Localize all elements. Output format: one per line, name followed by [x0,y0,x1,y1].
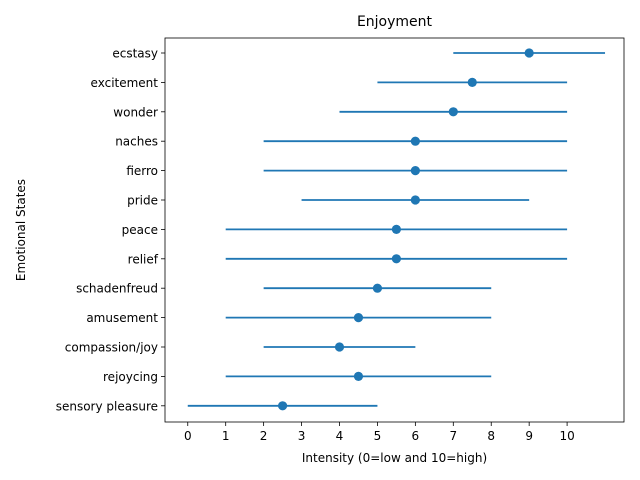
data-point-excitement [467,77,477,87]
y-tick-label: schadenfreud [76,282,158,296]
data-point-amusement [353,313,364,323]
y-axis-title: Emotional States [14,179,28,281]
chart-marks [187,48,606,411]
x-tick-label: 7 [449,429,457,443]
y-tick-label: excitement [91,76,159,90]
data-point-fierro [410,166,420,176]
y-tick-label: wonder [113,105,158,119]
x-tick-label: 3 [298,429,306,443]
chart-title: Enjoyment [357,14,433,30]
x-tick-label: 2 [260,429,268,443]
data-point-rejoycing [353,371,364,381]
x-tick-label: 6 [412,429,420,443]
x-tick-label: 4 [336,429,344,443]
data-point-schadenfreud [372,283,383,293]
data-point-wonder [448,107,458,117]
x-tick-label: 1 [222,429,230,443]
y-tick-label: amusement [86,311,158,325]
data-point-peace [391,224,401,234]
y-tick-label: relief [128,252,159,266]
y-tick-label: fierro [126,164,158,178]
y-tick-label: ecstasy [112,47,158,61]
y-tick-label: peace [122,223,158,237]
data-point-compassion-joy [334,342,345,352]
x-tick-label: 0 [184,429,192,443]
x-tick-label: 5 [374,429,382,443]
x-tick-label: 9 [525,429,533,443]
x-axis-title: Intensity (0=low and 10=high) [302,451,487,465]
y-tick-label: compassion/joy [65,341,158,355]
data-point-naches [410,136,420,146]
plot-frame [164,37,625,423]
y-tick-label: naches [115,135,158,149]
y-tick-label: pride [127,194,158,208]
x-tick-label: 10 [559,429,574,443]
data-point-sensory-pleasure [277,401,288,411]
y-tick-label: rejoycing [103,370,158,384]
data-point-relief [391,254,401,264]
x-axis-ticks: 0 1 2 3 4 5 6 7 8 9 10 [184,422,575,443]
x-tick-label: 8 [487,429,495,443]
y-tick-label: sensory pleasure [56,399,158,413]
data-point-ecstasy [524,48,534,58]
data-point-pride [410,195,420,205]
y-axis-ticks: ecstasy excitement wonder naches fierro pride… [56,47,165,413]
